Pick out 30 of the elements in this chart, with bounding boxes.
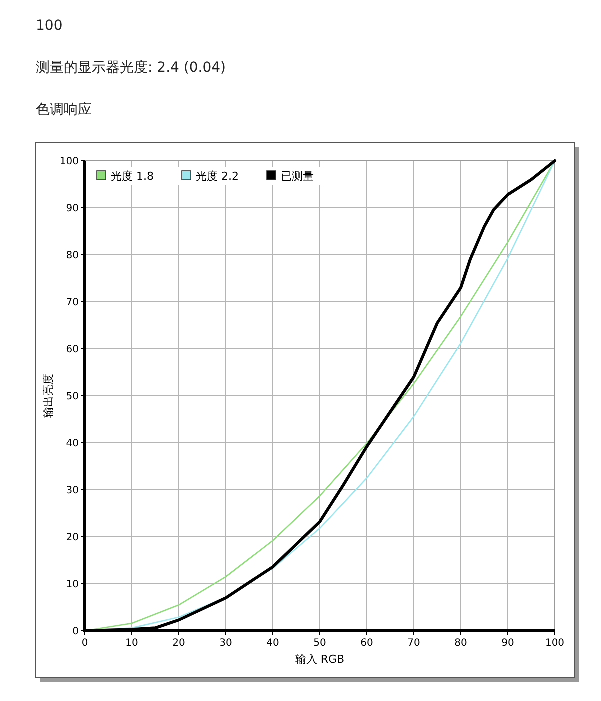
x-tick-label: 10	[126, 638, 138, 649]
y-tick-label: 30	[66, 486, 79, 496]
y-tick-label: 60	[66, 344, 79, 356]
x-tick-label: 40	[266, 638, 280, 649]
y-tick-label: 70	[66, 298, 79, 308]
x-tick-label: 60	[360, 638, 374, 649]
y-tick-label: 10	[66, 580, 79, 590]
y-tick-label: 20	[66, 532, 79, 544]
y-axis-title: 输出亮度	[42, 374, 55, 418]
x-tick-label: 70	[408, 638, 420, 649]
text: 测量的显示器光度: 2.4 (0.04)	[36, 60, 226, 76]
y-tick-label: 50	[66, 392, 79, 402]
x-tick-label: 20	[172, 638, 186, 649]
x-tick-label: 0	[82, 638, 88, 649]
legend-label: 光度 1.8	[111, 170, 154, 183]
x-tick-label: 100	[545, 638, 565, 649]
legend-label: 已测量	[281, 170, 314, 183]
chart-title: 色调响应	[36, 102, 92, 118]
legend-label: 光度 2.2	[196, 170, 239, 183]
y-tick-label: 100	[60, 156, 79, 168]
y-tick-label: 80	[66, 250, 79, 262]
x-axis-title: 输入 RGB	[295, 653, 345, 666]
x-tick-label: 80	[454, 638, 468, 649]
x-tick-label: 50	[314, 638, 326, 649]
text: 100	[36, 18, 63, 34]
x-tick-label: 30	[220, 638, 232, 649]
y-tick-label: 40	[66, 438, 79, 450]
x-tick-label: 90	[502, 638, 514, 649]
y-tick-label: 0	[72, 626, 79, 638]
y-tick-label: 90	[66, 204, 79, 214]
